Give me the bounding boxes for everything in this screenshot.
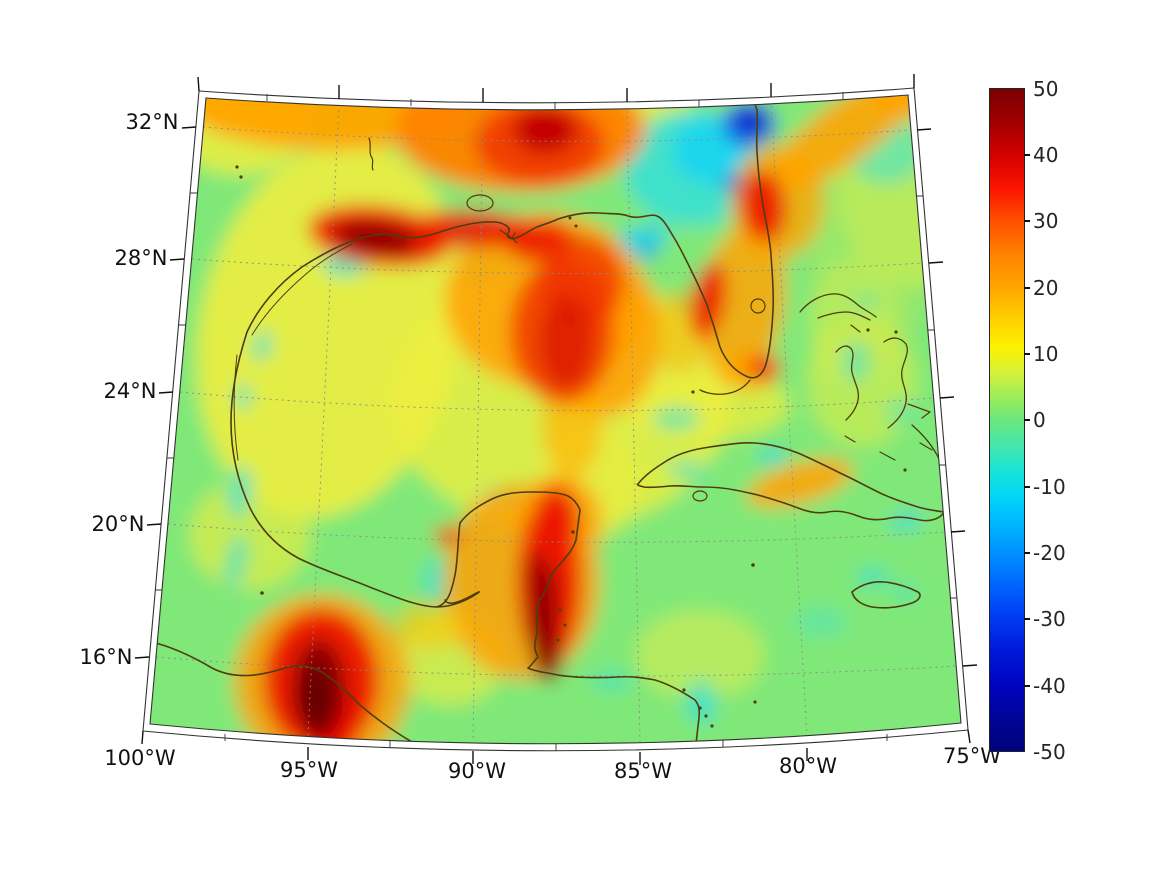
colorbar-tick-label: 20 bbox=[1033, 276, 1059, 300]
colorbar-tick-label: 10 bbox=[1033, 342, 1059, 366]
colorbar-tick bbox=[1024, 486, 1030, 488]
colorbar-tick-label: -20 bbox=[1033, 541, 1066, 565]
colorbar-tick bbox=[1024, 685, 1030, 687]
colorbar-tick bbox=[1024, 618, 1030, 620]
lat-tick-label: 24°N bbox=[103, 379, 157, 403]
lat-tick-label: 16°N bbox=[79, 645, 133, 669]
lon-tick-label: 90°W bbox=[448, 759, 506, 783]
lat-tick-label: 28°N bbox=[114, 246, 168, 270]
colorbar-tick-label: 50 bbox=[1033, 77, 1059, 101]
colorbar-tick bbox=[1024, 287, 1030, 289]
graticule bbox=[155, 99, 957, 743]
lat-tick-label: 20°N bbox=[91, 512, 145, 536]
lon-tick-label: 85°W bbox=[614, 759, 672, 783]
colorbar-tick-label: -10 bbox=[1033, 475, 1066, 499]
coastlines bbox=[150, 95, 961, 744]
colorbar-tick bbox=[1024, 154, 1030, 156]
colorbar-tick-label: -40 bbox=[1033, 674, 1066, 698]
colorbar-tick-label: -30 bbox=[1033, 607, 1066, 631]
colorbar-tick-label: 40 bbox=[1033, 143, 1059, 167]
colorbar-tick bbox=[1024, 220, 1030, 222]
lon-tick-label: 95°W bbox=[280, 758, 338, 782]
colorbar-tick bbox=[1024, 419, 1030, 421]
lat-tick-label: 32°N bbox=[125, 110, 179, 134]
heat-field bbox=[150, 95, 961, 744]
map-frame bbox=[134, 74, 978, 765]
colorbar-tick-label: -50 bbox=[1033, 740, 1066, 764]
colorbar-tick-label: 30 bbox=[1033, 209, 1059, 233]
colorbar-tick bbox=[1024, 353, 1030, 355]
lon-tick-label: 100°W bbox=[104, 746, 176, 770]
colorbar-tick-label: 0 bbox=[1033, 408, 1046, 432]
colorbar bbox=[989, 88, 1025, 752]
colorbar-tick bbox=[1024, 552, 1030, 554]
lon-tick-label: 80°W bbox=[779, 754, 837, 778]
